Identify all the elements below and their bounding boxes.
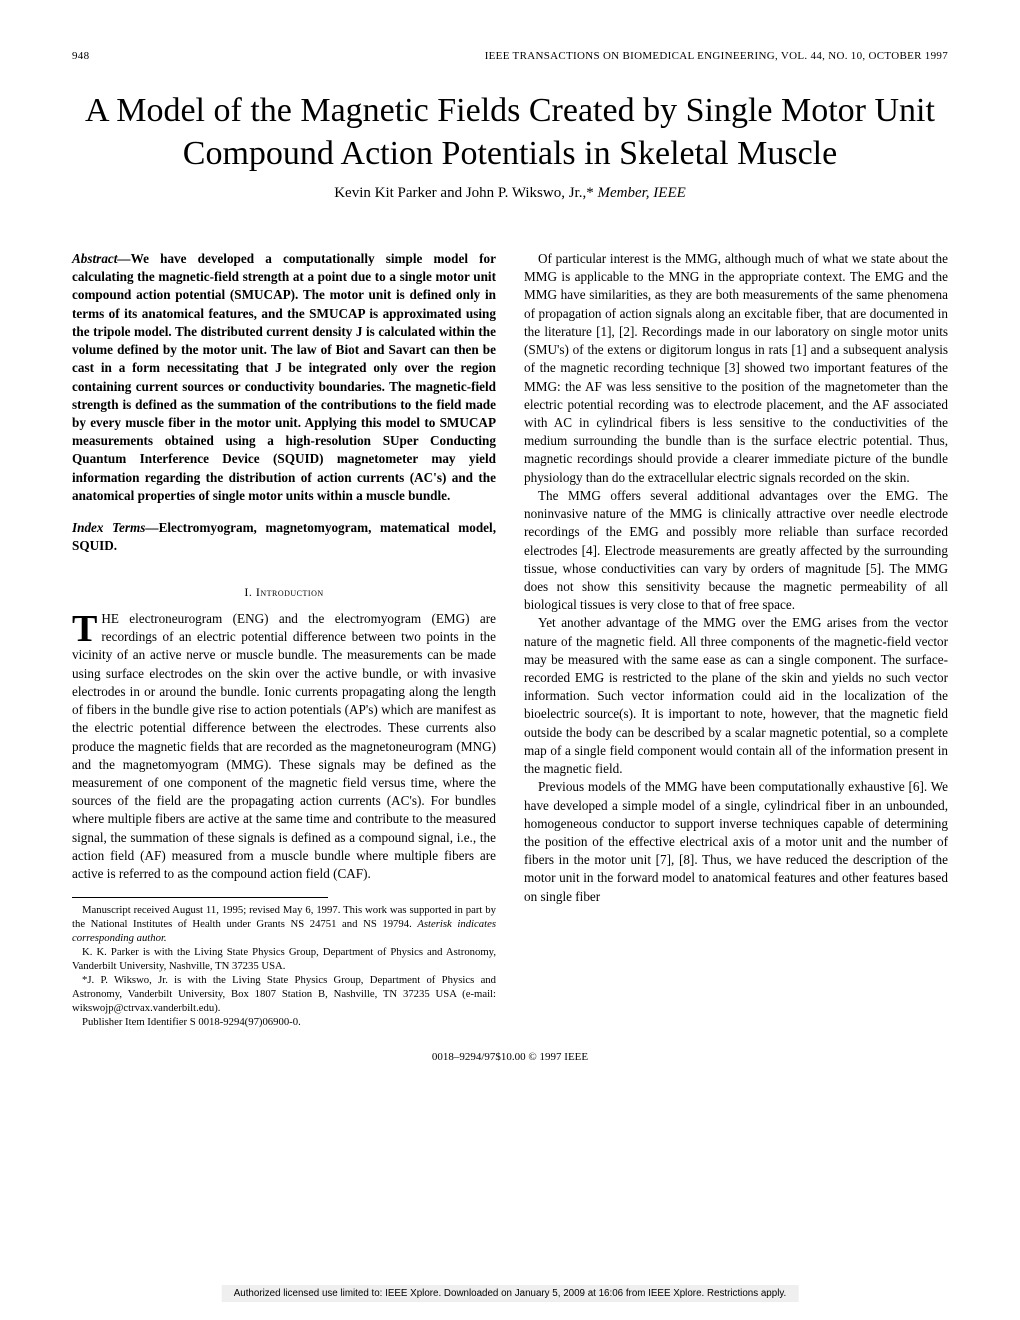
footnote-3: *J. P. Wikswo, Jr. is with the Living St… — [72, 974, 496, 1016]
running-header: 948 IEEE TRANSACTIONS ON BIOMEDICAL ENGI… — [72, 50, 948, 62]
two-column-body: Abstract—We have developed a computation… — [72, 250, 948, 1029]
author-names: Kevin Kit Parker and John P. Wikswo, Jr.… — [334, 185, 594, 201]
left-column: Abstract—We have developed a computation… — [72, 250, 496, 1029]
abstract-block: Abstract—We have developed a computation… — [72, 250, 496, 505]
footnote-2: K. K. Parker is with the Living State Ph… — [72, 946, 496, 974]
author-line: Kevin Kit Parker and John P. Wikswo, Jr.… — [72, 185, 948, 202]
right-column: Of particular interest is the MMG, altho… — [524, 250, 948, 1029]
index-terms-label: Index Terms— — [72, 520, 159, 535]
author-membership: Member, IEEE — [597, 185, 685, 201]
abstract-text: We have developed a computationally simp… — [72, 251, 496, 503]
footnote-1: Manuscript received August 11, 1995; rev… — [72, 904, 496, 946]
right-para-1: Of particular interest is the MMG, altho… — [524, 250, 948, 487]
section-heading-1: I. Introduction — [72, 584, 496, 601]
journal-name: IEEE TRANSACTIONS ON BIOMEDICAL ENGINEER… — [485, 50, 948, 62]
right-para-4: Previous models of the MMG have been com… — [524, 778, 948, 906]
abstract-label: Abstract— — [72, 251, 131, 266]
drop-cap: T — [72, 610, 101, 645]
footnote-4: Publisher Item Identifier S 0018-9294(97… — [72, 1016, 496, 1030]
copyright-line: 0018–9294/97$10.00 © 1997 IEEE — [72, 1051, 948, 1063]
intro-text: HE electroneurogram (ENG) and the electr… — [72, 611, 496, 881]
right-para-2: The MMG offers several additional advant… — [524, 487, 948, 615]
paper-title: A Model of the Magnetic Fields Created b… — [72, 90, 948, 175]
right-para-3: Yet another advantage of the MMG over th… — [524, 614, 948, 778]
license-bar: Authorized licensed use limited to: IEEE… — [222, 1285, 799, 1302]
page-number: 948 — [72, 50, 89, 62]
intro-para-1: THE electroneurogram (ENG) and the elect… — [72, 610, 496, 883]
footnote-rule — [72, 897, 328, 898]
index-terms-block: Index Terms—Electromyogram, magnetomyogr… — [72, 519, 496, 555]
